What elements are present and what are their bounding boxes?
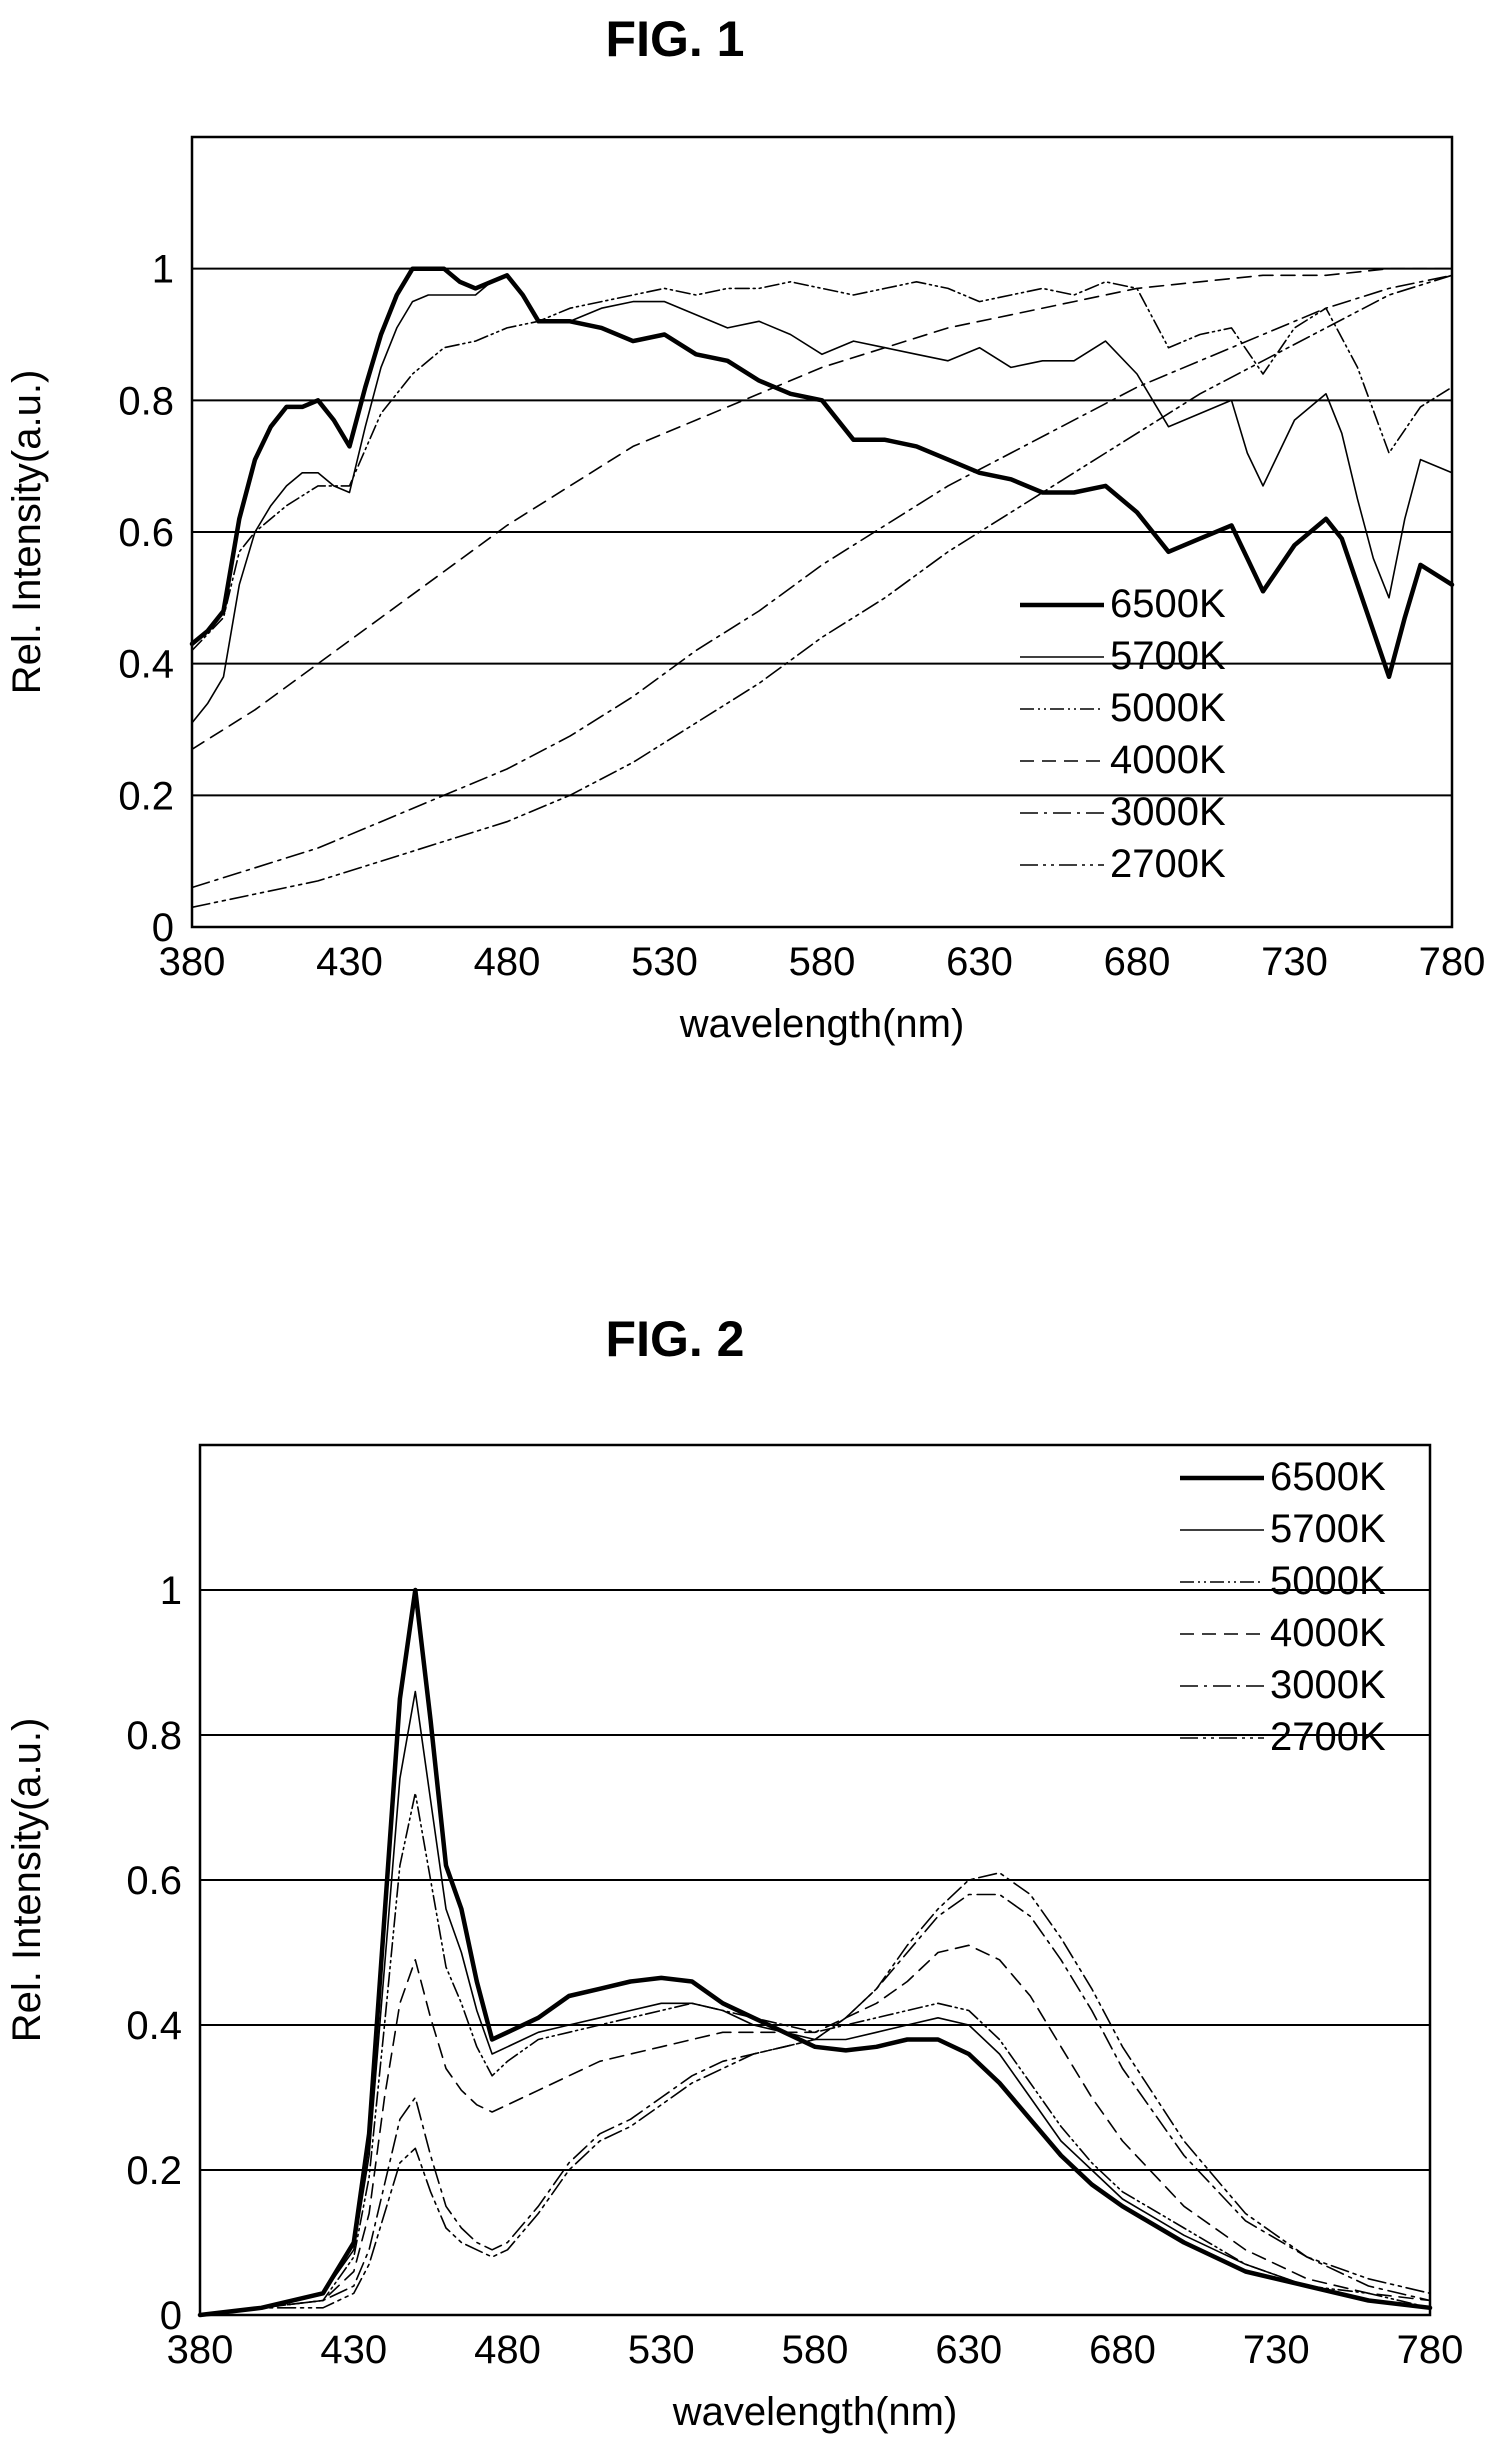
chart2-series-2700K: [199, 1872, 1431, 2316]
chart1-y-tick-label: 0.6: [118, 511, 174, 555]
figure-1-title: FIG. 1: [605, 11, 745, 67]
chart1-legend-label-2700K: 2700K: [1110, 842, 1226, 886]
chart2-legend-label-3000K: 3000K: [1270, 1663, 1386, 1707]
chart2-y-tick-label: 0.4: [126, 2004, 182, 2048]
chart1-legend-label-6500K: 6500K: [1110, 582, 1226, 626]
chart1-legend-label-4000K: 4000K: [1110, 738, 1226, 782]
figure-1-chart: 0 0.2 0.4 0.6 0.8 1 380 430 480 530 580 630 680 730 78…: [5, 135, 1486, 1046]
chart1-x-tick-label: 680: [1104, 940, 1171, 984]
chart1-series-6500K: [189, 266, 1455, 680]
figure-2-title: FIG. 2: [605, 1311, 745, 1367]
chart2-y-tick-label: 1: [160, 1569, 182, 1613]
chart1-series-5700K: [191, 274, 1453, 724]
chart1-plot-frame: [190, 135, 1454, 929]
chart2-y-tick-label: 0: [160, 2294, 182, 2338]
chart1-x-tick-label: 380: [159, 940, 226, 984]
chart1-x-tick-label: 430: [316, 940, 383, 984]
chart2-y-axis-label: Rel. Intensity(a.u.): [5, 1718, 49, 2043]
chart2-x-tick-label: 580: [782, 2328, 849, 2372]
chart2-x-tick-label: 730: [1243, 2328, 1310, 2372]
chart1-y-tick-label: 1: [152, 248, 174, 292]
chart1-y-tick-label: 0.8: [118, 379, 174, 423]
chart2-x-tick-label: 430: [320, 2328, 387, 2372]
chart1-y-tick-label: 0.4: [118, 643, 174, 687]
chart1-y-tick-label: 0: [152, 906, 174, 950]
chart2-y-tick-label: 0.6: [126, 1859, 182, 1903]
chart2-y-tick-label: 0.8: [126, 1714, 182, 1758]
chart1-x-tick-label: 780: [1419, 940, 1486, 984]
chart2-x-tick-label: 780: [1397, 2328, 1464, 2372]
chart1-series-5000K: [191, 280, 1453, 652]
chart2-x-axis-label: wavelength(nm): [672, 2390, 958, 2434]
chart2-series-4000K: [199, 1944, 1431, 2316]
chart1-series-4000K: [191, 267, 1453, 751]
chart2-series-3000K: [199, 1893, 1431, 2316]
chart1-x-tick-label: 530: [631, 940, 698, 984]
chart2-x-tick-label: 480: [474, 2328, 541, 2372]
chart1-legend-label-5700K: 5700K: [1110, 634, 1226, 678]
chart2-legend-label-6500K: 6500K: [1270, 1455, 1386, 1499]
chart1-legend-label-3000K: 3000K: [1110, 790, 1226, 834]
chart2-legend-label-5000K: 5000K: [1270, 1559, 1386, 1603]
chart2-plot-frame: [198, 1443, 1432, 2317]
chart1-x-tick-label: 480: [474, 940, 541, 984]
chart1-legend-label-5000K: 5000K: [1110, 686, 1226, 730]
chart2-x-tick-label: 630: [935, 2328, 1002, 2372]
chart1-x-tick-label: 630: [946, 940, 1013, 984]
chart2-series-6500K: [197, 1587, 1433, 2318]
chart2-series-5000K: [199, 1792, 1431, 2316]
chart2-x-tick-label: 680: [1089, 2328, 1156, 2372]
chart2-y-tick-label: 0.2: [126, 2149, 182, 2193]
chart2-x-tick-label: 380: [167, 2328, 234, 2372]
chart2-legend-label-5700K: 5700K: [1270, 1507, 1386, 1551]
chart2-legend-label-2700K: 2700K: [1270, 1715, 1386, 1759]
chart1-y-axis-label: Rel. Intensity(a.u.): [5, 370, 49, 695]
chart2-legend-label-4000K: 4000K: [1270, 1611, 1386, 1655]
chart2-x-tick-label: 530: [628, 2328, 695, 2372]
chart1-x-axis-label: wavelength(nm): [679, 1002, 965, 1046]
chart1-x-tick-label: 730: [1261, 940, 1328, 984]
chart1-series-3000K: [191, 274, 1453, 889]
chart1-x-tick-label: 580: [789, 940, 856, 984]
chart1-y-tick-label: 0.2: [118, 774, 174, 818]
